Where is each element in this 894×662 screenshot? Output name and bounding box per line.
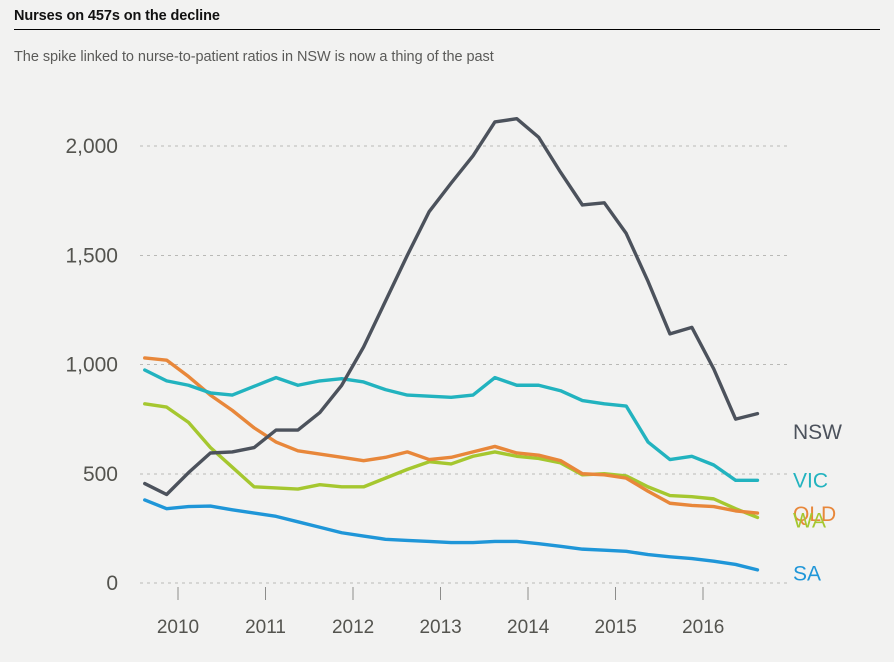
y-axis-tick-label: 0 — [106, 572, 118, 595]
series-line-sa — [143, 498, 760, 572]
y-axis-tick-label: 2,000 — [65, 135, 118, 158]
title-divider — [14, 29, 880, 30]
tickmarks-group — [177, 587, 704, 600]
line-chart-svg: 0 500 1,000 1,500 2,000 2010 2011 2012 2013 2014… — [65, 116, 842, 638]
page-title: Nurses on 457s on the decline — [14, 8, 220, 24]
series-line-qld — [143, 356, 760, 515]
y-axis-labels-group: 0 500 1,000 1,500 2,000 — [65, 135, 118, 595]
series-label-sa: SA — [793, 562, 821, 585]
series-line-nsw — [143, 116, 760, 497]
series-line-wa — [143, 402, 760, 520]
x-axis-tick-label: 2010 — [157, 617, 199, 638]
series-label-wa: WA — [793, 510, 826, 533]
y-axis-tick-label: 1,500 — [65, 244, 118, 267]
series-label-vic: VIC — [793, 469, 828, 492]
x-axis-tick-label: 2011 — [245, 617, 286, 638]
x-axis-tick-label: 2015 — [595, 617, 637, 638]
x-axis-tick-label: 2013 — [419, 617, 461, 638]
chart-header: Nurses on 457s on the decline The spike … — [0, 0, 894, 66]
page-subtitle: The spike linked to nurse-to-patient rat… — [14, 49, 494, 65]
x-axis-tick-label: 2014 — [507, 617, 550, 638]
y-axis-tick-label: 1,000 — [65, 354, 118, 377]
series-lines-group — [143, 116, 760, 572]
y-axis-tick-label: 500 — [83, 463, 118, 486]
x-axis-tick-label: 2012 — [332, 617, 374, 638]
series-line-vic — [143, 368, 760, 483]
series-label-qld: QLD — [793, 503, 836, 526]
x-axis-labels-group: 2010 2011 2012 2013 2014 2015 2016 — [157, 617, 724, 638]
chart-plot-area: 0 500 1,000 1,500 2,000 2010 2011 2012 2013 2014… — [0, 84, 894, 662]
x-axis-tick-label: 2016 — [682, 617, 724, 638]
gridlines-group — [140, 145, 787, 584]
series-label-nsw: NSW — [793, 421, 842, 444]
